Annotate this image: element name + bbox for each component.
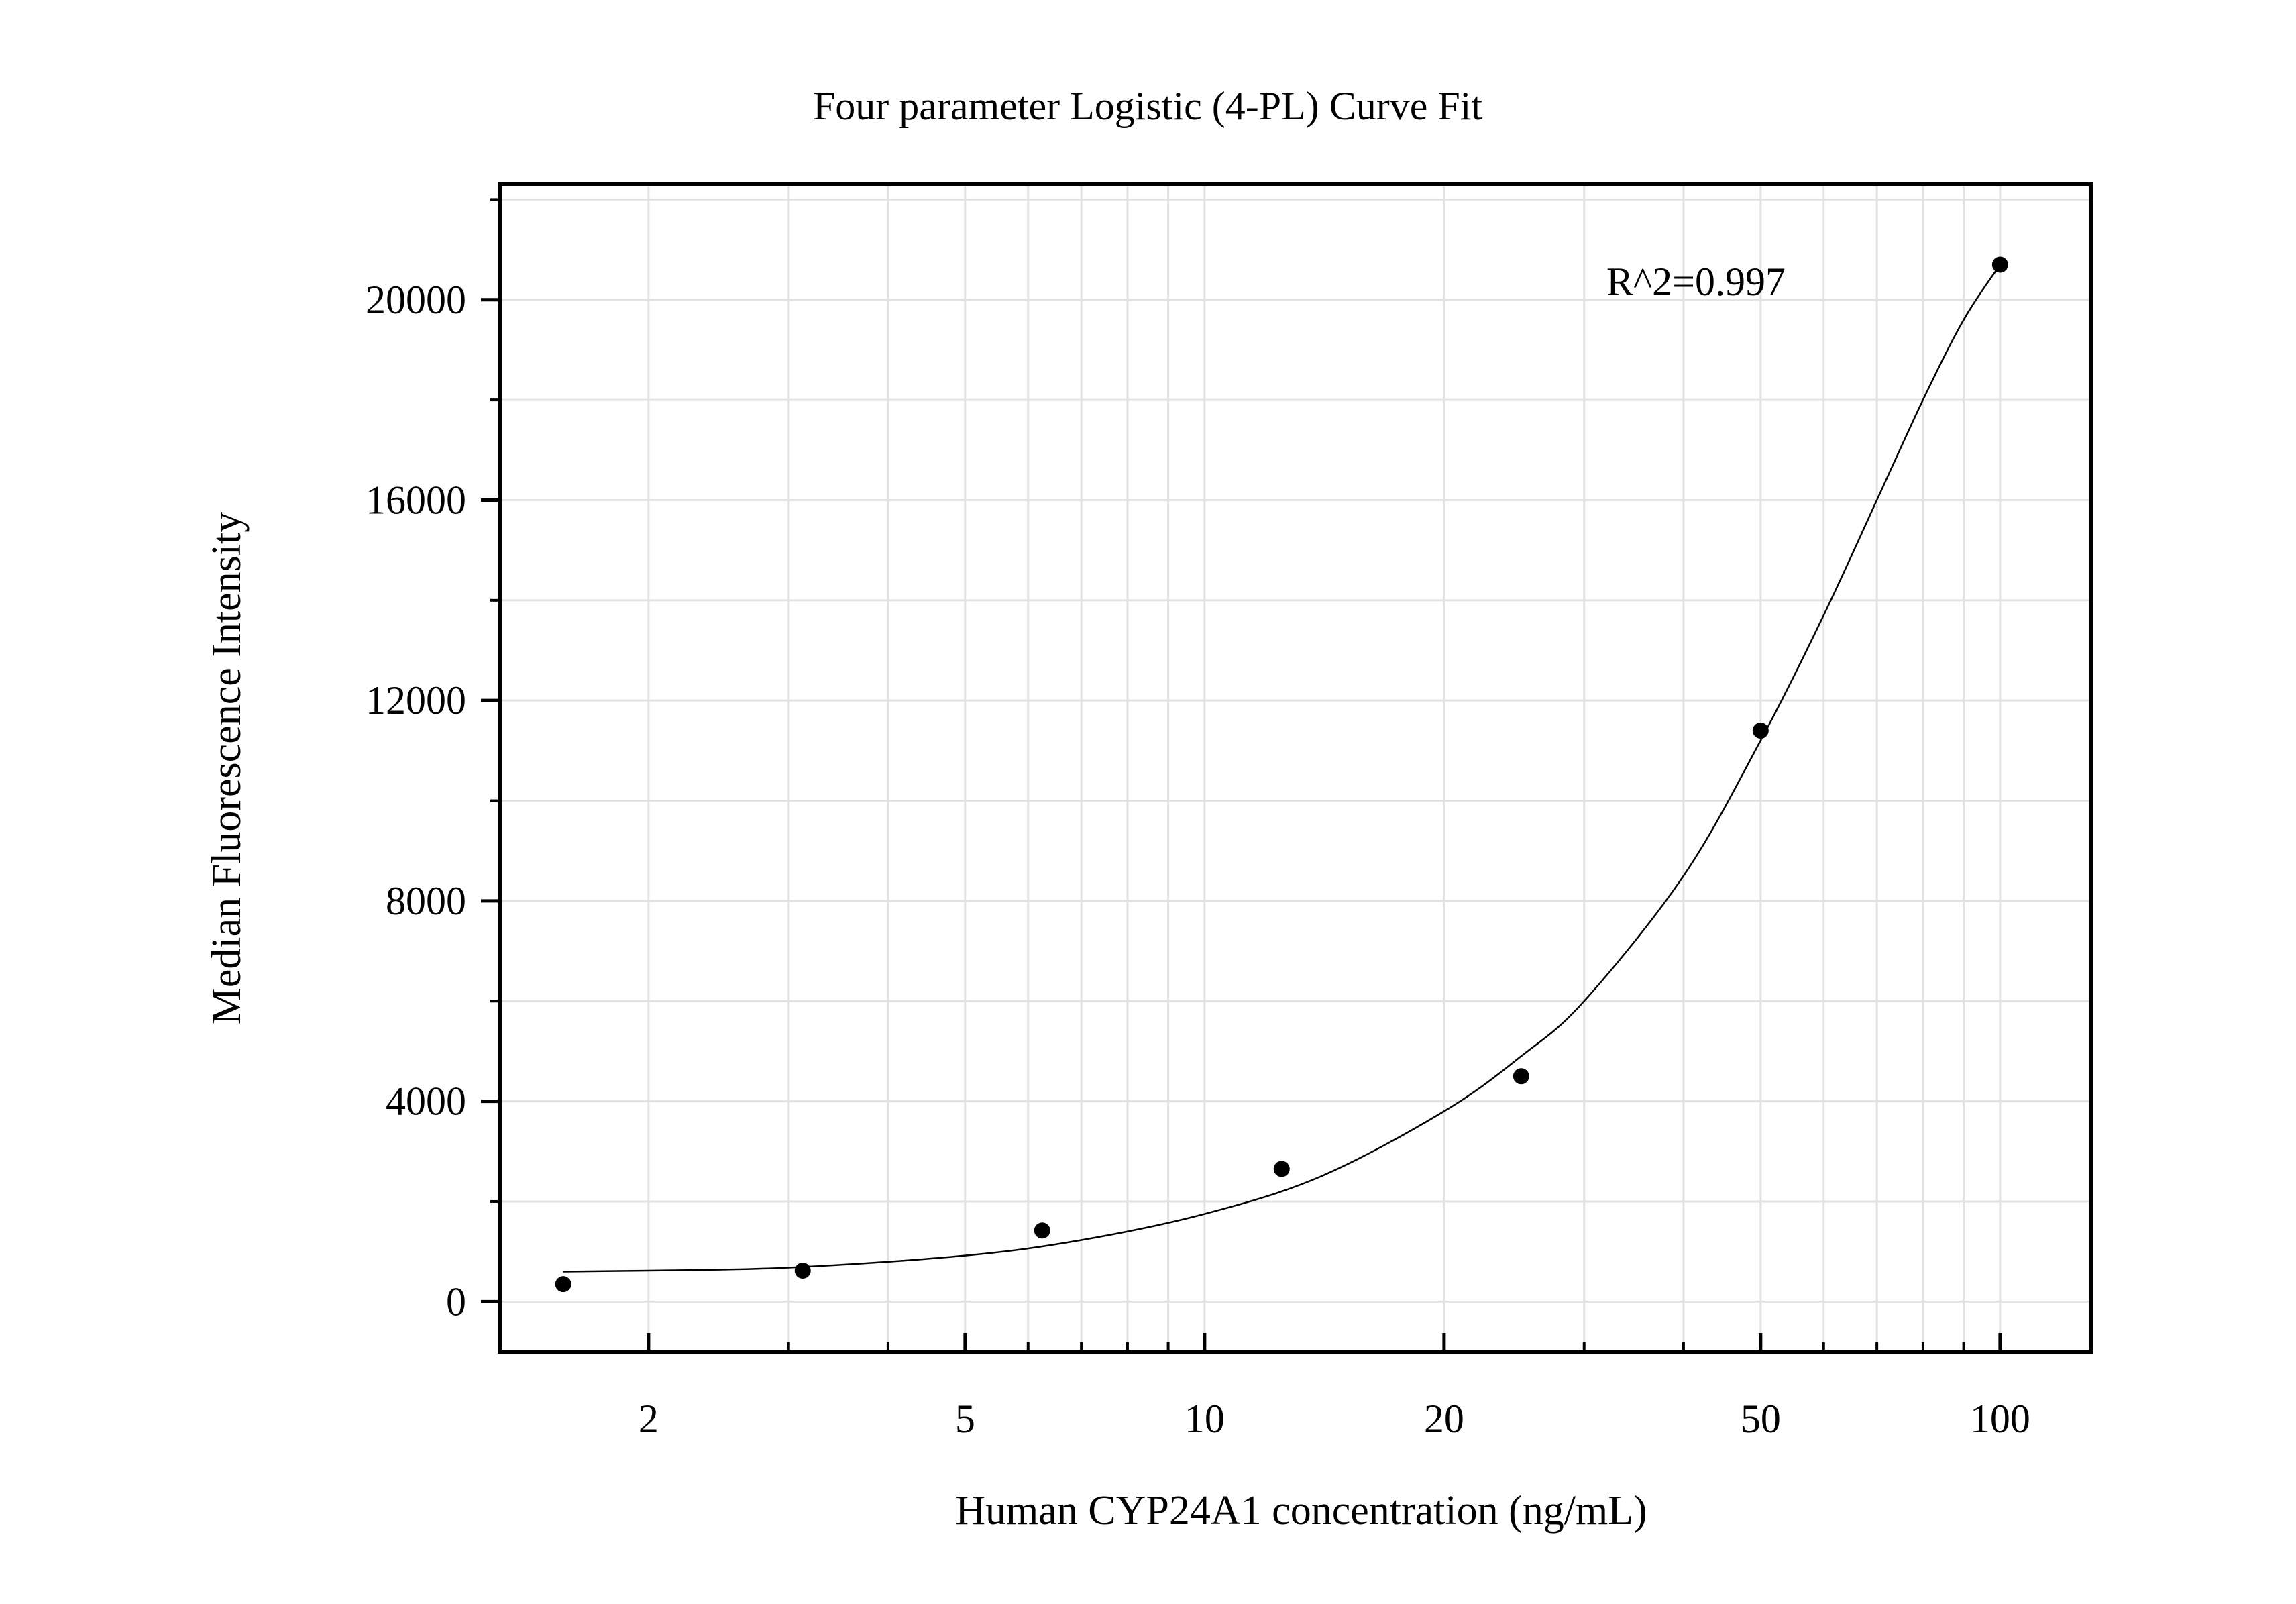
- data-point: [794, 1263, 811, 1279]
- data-point: [1752, 722, 1769, 739]
- data-point: [1991, 256, 2008, 273]
- r-squared-annotation: R^2=0.997: [1606, 260, 1786, 304]
- y-axis-label: Median Fluorescence Intensity: [204, 512, 250, 1024]
- y-tick-label: 20000: [366, 278, 466, 322]
- y-tick-label: 4000: [386, 1079, 466, 1124]
- axis-ticks: [481, 198, 2002, 1352]
- data-points: [555, 256, 2008, 1293]
- y-tick-label: 12000: [366, 678, 466, 723]
- grid-lines: [500, 184, 2091, 1352]
- y-tick-label: 16000: [366, 478, 466, 522]
- fit-curve-layer: [563, 264, 2001, 1273]
- x-tick-label: 2: [639, 1397, 659, 1441]
- plot-frame: [498, 182, 2093, 1354]
- chart-title: Four parameter Logistic (4-PL) Curve Fit: [813, 84, 1482, 128]
- x-axis-label: Human CYP24A1 concentration (ng/mL): [955, 1488, 1647, 1534]
- x-tick-label: 20: [1424, 1397, 1464, 1441]
- y-tick-label: 8000: [386, 879, 466, 923]
- x-tick-label: 10: [1185, 1397, 1225, 1441]
- y-tick-label: 0: [446, 1279, 466, 1324]
- fit-curve: [563, 264, 2001, 1273]
- x-tick-label: 50: [1741, 1397, 1781, 1441]
- data-point: [1034, 1222, 1050, 1239]
- data-point: [555, 1276, 571, 1293]
- tick-labels: 2 5 10 20 50 100 0 4000 8000 12000 16000 20000: [366, 278, 2030, 1441]
- data-point: [1513, 1068, 1529, 1085]
- x-tick-label: 100: [1970, 1397, 2030, 1441]
- x-tick-label: 5: [955, 1397, 975, 1441]
- data-point: [1273, 1161, 1290, 1177]
